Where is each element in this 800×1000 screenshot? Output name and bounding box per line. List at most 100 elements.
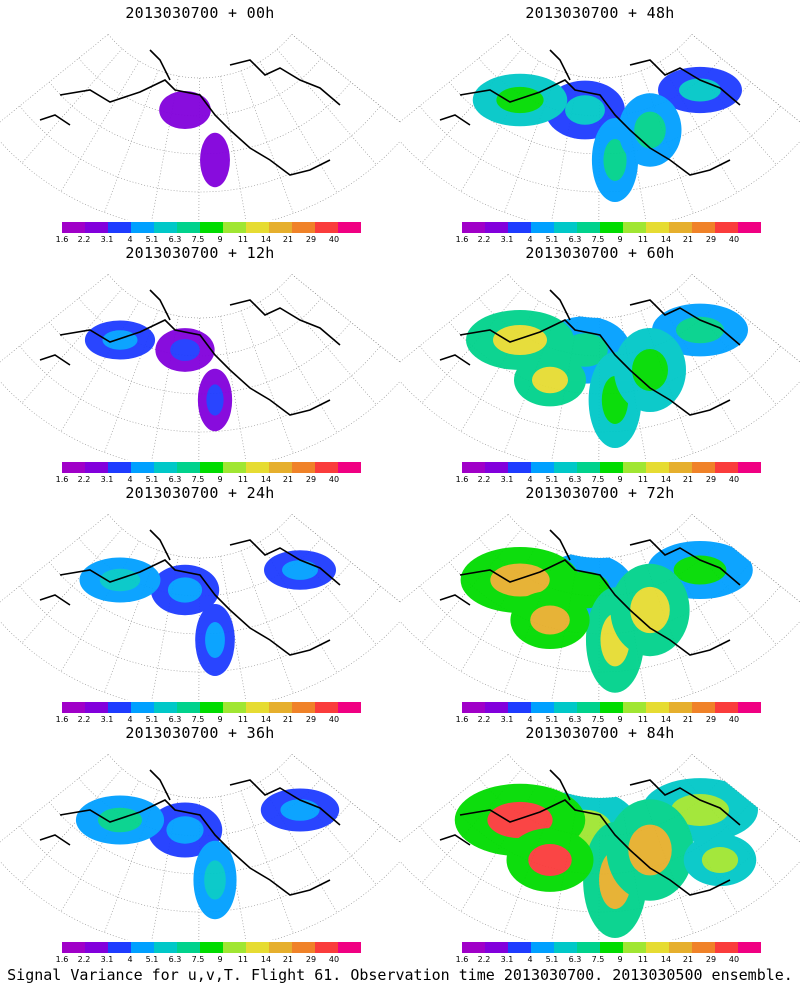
colorbar-tick-label: 3.1 (500, 715, 514, 724)
panel-title: 2013030700 + 36h (125, 724, 275, 742)
variance-map (400, 33, 800, 220)
colorbar-tick-label: 3.1 (100, 475, 114, 484)
colorbar-swatch (646, 462, 669, 473)
colorbar-swatch (200, 942, 223, 953)
colorbar-tick-label: 11 (237, 235, 249, 244)
colorbar-swatch (338, 942, 361, 953)
colorbar (462, 942, 761, 953)
colorbar-swatch (623, 462, 646, 473)
colorbar-tick-label: 4 (127, 235, 133, 244)
colorbar-tick-label: 21 (682, 475, 694, 484)
colorbar-tick-label: 21 (282, 955, 294, 964)
colorbar-tick-label: 1.6 (455, 235, 469, 244)
colorbar-tick-label: 9 (217, 715, 223, 724)
colorbar-swatch (623, 702, 646, 713)
variance-field (84, 320, 233, 432)
panel-title: 2013030700 + 00h (125, 4, 275, 22)
colorbar-swatch (292, 702, 315, 713)
colorbar-swatch (338, 702, 361, 713)
colorbar-tick-label: 14 (660, 715, 672, 724)
colorbar-swatch (692, 942, 715, 953)
colorbar-tick-label: 4 (127, 715, 133, 724)
colorbar-tick-label: 2.2 (477, 235, 491, 244)
colorbar-tick-label: 29 (305, 715, 317, 724)
colorbar-swatch (338, 222, 361, 233)
colorbar-tick-label: 9 (617, 715, 623, 724)
coastline (439, 529, 741, 656)
colorbar-swatch (623, 222, 646, 233)
coastline (439, 769, 741, 896)
colorbar-tick-label: 6.3 (168, 955, 182, 964)
colorbar-swatch (108, 942, 131, 953)
colorbar-tick-label: 40 (328, 475, 340, 484)
colorbar-swatch (315, 702, 338, 713)
colorbar-tick-label: 6.3 (168, 235, 182, 244)
colorbar-tick-label: 21 (682, 955, 694, 964)
colorbar-swatch (531, 462, 554, 473)
colorbar-swatch (223, 462, 246, 473)
map-panel: 2013030700 + 36h 1.6 2.2 3.1 4 5.1 6.3 7.5 9 11 14… (0, 720, 400, 964)
colorbar-swatch (508, 942, 531, 953)
colorbar-swatch (508, 222, 531, 233)
colorbar-swatch (223, 942, 246, 953)
colorbar-swatch (62, 702, 85, 713)
colorbar-tick-label: 2.2 (477, 475, 491, 484)
panel-title: 2013030700 + 48h (525, 4, 675, 22)
colorbar-tick-label: 3.1 (500, 955, 514, 964)
colorbar (62, 222, 361, 233)
colorbar-swatch (531, 222, 554, 233)
colorbar-tick-label: 5.1 (545, 715, 559, 724)
colorbar-swatch (531, 942, 554, 953)
colorbar-swatch (154, 462, 177, 473)
colorbar-swatch (292, 942, 315, 953)
colorbar-tick-label: 5.1 (145, 475, 159, 484)
colorbar-ticks: 1.6 2.2 3.1 4 5.1 6.3 7.5 9 11 14 21 29 40 (456, 475, 761, 485)
colorbar-swatch (462, 702, 485, 713)
coastline (39, 529, 341, 656)
panel-title: 2013030700 + 12h (125, 244, 275, 262)
colorbar-swatch (269, 942, 292, 953)
panel-title: 2013030700 + 72h (525, 484, 675, 502)
colorbar-swatch (738, 942, 761, 953)
colorbar-tick-label: 3.1 (100, 955, 114, 964)
colorbar-swatch (177, 702, 200, 713)
colorbar-tick-label: 2.2 (77, 235, 91, 244)
colorbar-tick-label: 40 (728, 955, 740, 964)
colorbar-tick-label: 14 (660, 475, 672, 484)
colorbar-tick-label: 21 (282, 715, 294, 724)
colorbar (62, 702, 361, 713)
colorbar-swatch (246, 222, 269, 233)
colorbar-swatch (669, 222, 692, 233)
colorbar-swatch (600, 462, 623, 473)
colorbar-swatch (200, 222, 223, 233)
map-panel: 2013030700 + 12h 1.6 2.2 3.1 4 5.1 6.3 7.5 9 11 14… (0, 240, 400, 484)
colorbar-tick-label: 21 (282, 475, 294, 484)
colorbar-swatch (292, 222, 315, 233)
colorbar-tick-label: 40 (328, 235, 340, 244)
colorbar-tick-label: 4 (127, 475, 133, 484)
map-panel: 2013030700 + 48h 1.6 2.2 3.1 4 5.1 6.3 7.5 9 11 14… (400, 0, 800, 244)
colorbar-tick-label: 14 (660, 235, 672, 244)
colorbar-swatch (577, 942, 600, 953)
colorbar-tick-label: 2.2 (477, 715, 491, 724)
colorbar-swatch (738, 462, 761, 473)
colorbar-tick-label: 7.5 (591, 715, 605, 724)
colorbar-tick-label: 1.6 (55, 235, 69, 244)
colorbar-swatch (315, 222, 338, 233)
variance-map (0, 33, 400, 220)
colorbar-tick-label: 7.5 (191, 955, 205, 964)
map-panel: 2013030700 + 60h 1.6 2.2 3.1 4 5.1 6.3 7.5 9 11 14… (400, 240, 800, 484)
map-panel: 2013030700 + 84h 1.6 2.2 3.1 4 5.1 6.3 7.5 9 11 14… (400, 720, 800, 964)
colorbar-tick-label: 6.3 (568, 715, 582, 724)
colorbar-swatch (177, 942, 200, 953)
coastline (39, 289, 341, 416)
colorbar-tick-label: 1.6 (55, 475, 69, 484)
colorbar (462, 462, 761, 473)
colorbar-swatch (223, 222, 246, 233)
colorbar-swatch (600, 942, 623, 953)
colorbar-tick-label: 5.1 (145, 955, 159, 964)
colorbar-swatch (646, 942, 669, 953)
colorbar-swatch (269, 702, 292, 713)
colorbar-tick-label: 7.5 (191, 715, 205, 724)
colorbar-swatch (577, 702, 600, 713)
